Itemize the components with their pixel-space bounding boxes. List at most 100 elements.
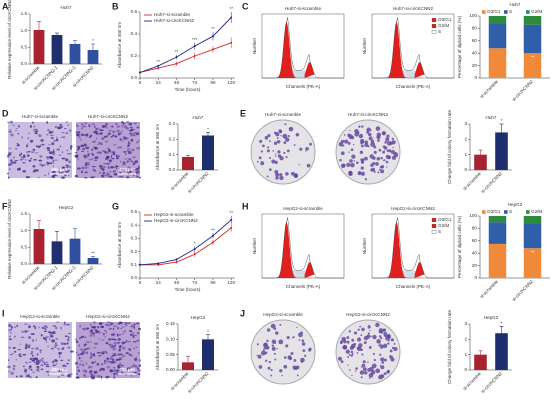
colony bbox=[347, 141, 351, 145]
cell bbox=[82, 148, 86, 150]
cell bbox=[14, 326, 16, 328]
cell bbox=[78, 356, 81, 360]
cell bbox=[26, 154, 30, 157]
point bbox=[157, 262, 160, 265]
cell bbox=[40, 334, 43, 337]
cell bbox=[138, 139, 140, 142]
cell bbox=[81, 348, 84, 351]
colony bbox=[357, 337, 361, 342]
cell bbox=[69, 350, 74, 353]
panel-label: G bbox=[112, 201, 119, 211]
cell bbox=[41, 358, 44, 360]
cell bbox=[76, 361, 78, 365]
cell bbox=[47, 374, 50, 376]
bar bbox=[182, 156, 194, 170]
cell bbox=[32, 148, 36, 151]
colony bbox=[352, 353, 354, 355]
cell bbox=[124, 341, 127, 344]
cell bbox=[89, 334, 93, 337]
cell bbox=[137, 352, 140, 354]
cell bbox=[136, 141, 139, 144]
y-tick-label: 1.0 bbox=[21, 28, 28, 33]
cell bbox=[52, 170, 56, 174]
colony bbox=[373, 145, 377, 149]
colony bbox=[381, 361, 385, 364]
colony bbox=[286, 149, 290, 153]
colony bbox=[296, 374, 299, 377]
cell bbox=[15, 375, 18, 378]
cell bbox=[58, 369, 63, 372]
flow-g1-peak bbox=[262, 21, 344, 78]
colony bbox=[288, 126, 294, 132]
cell bbox=[35, 376, 38, 379]
cell bbox=[91, 158, 94, 160]
cell bbox=[118, 363, 121, 367]
y-tick-label: 0.0 bbox=[21, 61, 28, 66]
cell bbox=[132, 341, 137, 343]
y-tick-label: 80 bbox=[472, 26, 478, 31]
colony bbox=[285, 137, 290, 142]
cell bbox=[33, 129, 35, 133]
legend-swatch bbox=[482, 10, 486, 14]
cell bbox=[105, 375, 109, 379]
colony bbox=[306, 163, 311, 168]
bar-segment bbox=[523, 223, 542, 249]
bar-segment bbox=[523, 216, 542, 224]
cell bbox=[119, 168, 123, 170]
colony bbox=[364, 371, 368, 375]
legend-label: S bbox=[509, 9, 512, 14]
colony bbox=[280, 135, 282, 137]
cell bbox=[58, 154, 62, 156]
cell bbox=[56, 148, 61, 151]
cell bbox=[122, 332, 124, 335]
cell bbox=[106, 352, 108, 354]
y-tick-label: 100 bbox=[469, 213, 477, 218]
point bbox=[175, 261, 178, 264]
cell bbox=[83, 351, 86, 354]
cell bbox=[120, 160, 122, 163]
cell bbox=[48, 131, 53, 134]
cell bbox=[58, 376, 60, 378]
colony bbox=[308, 348, 312, 352]
cell bbox=[122, 124, 125, 126]
cell bbox=[104, 335, 106, 338]
cell bbox=[84, 156, 87, 159]
image-title: Huh7-si-circKCNN2 bbox=[348, 112, 389, 117]
cell bbox=[19, 153, 21, 157]
scale-label: 400 μm bbox=[119, 367, 135, 372]
cell bbox=[101, 125, 105, 128]
colony bbox=[389, 355, 393, 359]
cell bbox=[91, 376, 95, 380]
colony bbox=[281, 374, 283, 377]
cell bbox=[55, 362, 58, 365]
colony bbox=[358, 337, 360, 339]
cell bbox=[8, 329, 12, 331]
cell bbox=[15, 359, 18, 361]
cell bbox=[104, 158, 109, 160]
colony bbox=[360, 366, 363, 368]
cell bbox=[41, 368, 43, 370]
colony bbox=[348, 171, 353, 177]
cell bbox=[8, 371, 12, 373]
flow-g1-peak bbox=[372, 21, 454, 78]
cell bbox=[27, 374, 30, 378]
colony bbox=[350, 135, 355, 140]
legend-swatch bbox=[431, 30, 437, 34]
cell bbox=[88, 125, 91, 127]
cell bbox=[8, 163, 12, 166]
cell bbox=[20, 158, 22, 161]
colony bbox=[266, 149, 270, 153]
cell bbox=[123, 137, 127, 140]
colony bbox=[301, 342, 306, 346]
y-tick-label: 2 bbox=[464, 337, 467, 342]
colony bbox=[383, 150, 385, 152]
cell bbox=[26, 151, 29, 154]
colony bbox=[354, 331, 357, 334]
chart-title: Huh7 bbox=[510, 2, 521, 7]
colony bbox=[373, 358, 377, 362]
colony bbox=[384, 141, 388, 144]
colony bbox=[262, 349, 265, 352]
cell bbox=[57, 348, 60, 350]
panel-label: J bbox=[240, 308, 245, 318]
bar-segment bbox=[488, 222, 507, 244]
